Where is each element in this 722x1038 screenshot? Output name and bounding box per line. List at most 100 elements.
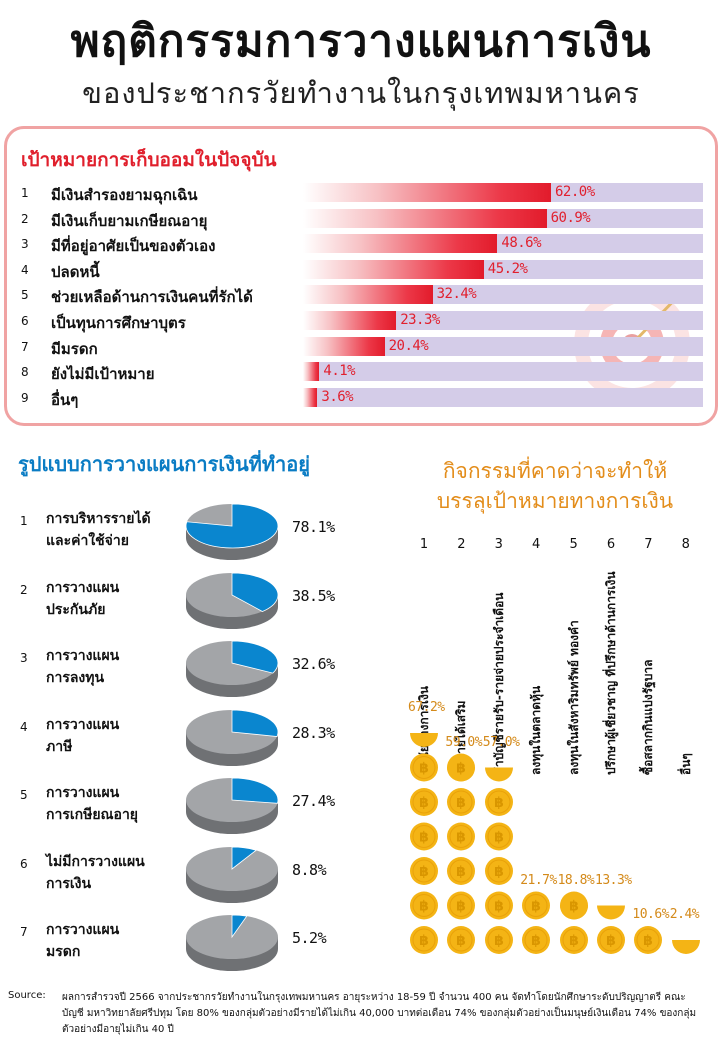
plan-value-label: 32.6%: [292, 655, 335, 673]
plan-number: 3: [20, 651, 28, 665]
activity-value-label: 21.7%: [520, 872, 557, 888]
activity-coin-stack: [671, 940, 700, 954]
activity-number: 8: [681, 537, 690, 552]
plan-value-label: 8.8%: [292, 860, 327, 879]
activity-number: 6: [606, 537, 616, 552]
coin-symbol: ฿: [419, 795, 429, 811]
plan-pie-chart: [186, 777, 279, 834]
goal-number: 5: [21, 288, 29, 303]
coin-icon: ฿: [410, 822, 438, 851]
coin-body: [559, 891, 588, 920]
coin-body: [447, 788, 476, 816]
plan-number: 4: [20, 719, 28, 734]
goal-bar-track: 60.9%: [303, 208, 703, 228]
activity-number: 7: [644, 537, 653, 552]
coin-symbol: ฿: [457, 795, 467, 811]
coin-rim: [449, 928, 473, 952]
goal-bar-track: 20.4%: [303, 336, 703, 356]
plan-label-line: การบริหารรายได้: [46, 511, 151, 527]
activity-value-label: 57.0%: [482, 734, 520, 750]
goal-bar-track: 3.6%: [303, 387, 703, 407]
goal-number: 2: [21, 211, 29, 226]
activity-value-label: 18.8%: [557, 872, 595, 888]
goal-value-label: 60.9%: [550, 209, 591, 226]
coin-rim: [487, 928, 511, 952]
goal-label: มีเงินสำรองยามฉุกเฉิน: [51, 186, 198, 204]
coin-icon: ฿: [447, 857, 476, 885]
coin-symbol: ฿: [494, 933, 504, 949]
coin-icon: ฿: [410, 753, 438, 782]
page-title: พฤติกรรมการวางแผนการเงิน: [70, 16, 652, 67]
activity-number: 1: [419, 537, 429, 552]
coin-rim: [636, 928, 660, 952]
plan-value-label: 27.4%: [292, 792, 335, 810]
activity-coin-stack: ฿฿฿฿฿: [484, 767, 513, 954]
goal-label: ช่วยเหลือด้านการเงินคนที่รักได้: [51, 288, 253, 307]
activities-title-line-2: บรรลุเป้าหมายทางการเงิน: [436, 489, 674, 513]
coin-body: [484, 926, 513, 954]
coin-rim: [524, 894, 548, 917]
coin-body: [410, 788, 438, 816]
coin-body: [484, 788, 513, 816]
plan-pie-chart: [186, 709, 279, 766]
plan-label-line: ประกันภัย: [46, 601, 106, 618]
goal-label: ปลดหนี้: [51, 262, 100, 281]
pie-slice-value: [185, 503, 279, 549]
coin-body: [447, 891, 476, 920]
coin-icon: ฿: [410, 926, 438, 954]
plan-number: 6: [20, 856, 28, 871]
coin-icon: ฿: [522, 926, 551, 954]
coin-icon: ฿: [447, 891, 476, 920]
goal-value-label: 62.0%: [555, 184, 595, 200]
goal-bar: [303, 362, 320, 382]
pie-slice-value: [231, 914, 248, 939]
plan-pie-chart: [186, 914, 278, 971]
plan-value-label: 38.5%: [292, 586, 335, 605]
pie-slice-value: [231, 709, 279, 737]
goal-bar: [303, 387, 318, 407]
goal-bar-track: 32.4%: [303, 285, 703, 305]
plan-label: ไม่มีการวางแผนการเงิน: [46, 851, 176, 895]
plan-label-line: การวางแผน: [46, 922, 120, 938]
coin-icon: ฿: [410, 788, 438, 816]
coin-body: [447, 753, 476, 782]
plan-label-line: ไม่มีการวางแผน: [46, 853, 145, 870]
plan-label-line: และค่าใช้จ่าย: [46, 533, 129, 549]
coin-icon: [484, 767, 513, 782]
coin-rim: [487, 790, 511, 814]
goal-number: 4: [21, 262, 29, 277]
coin-body: [447, 857, 476, 885]
coin-icon: ฿: [634, 926, 663, 954]
plan-label: การวางแผนมรดก: [46, 919, 176, 963]
coin-rim: [412, 790, 436, 814]
coin-partial: [597, 905, 625, 920]
activity-value-label: 13.3%: [595, 872, 632, 888]
coin-icon: ฿: [597, 926, 625, 954]
plan-label-line: การเงิน: [46, 875, 92, 892]
coin-icon: ฿: [484, 822, 513, 851]
goal-value-label: 45.2%: [487, 260, 528, 277]
goal-label: อื่นๆ: [51, 390, 79, 409]
activity-coin-stack: ฿฿฿฿฿฿: [410, 733, 438, 954]
coin-icon: ฿: [410, 857, 438, 885]
plan-label-line: มรดก: [46, 944, 81, 960]
coin-body: [522, 926, 551, 954]
plan-number: 2: [20, 582, 28, 597]
coin-symbol: ฿: [494, 899, 504, 915]
plan-label: การวางแผน ภาษี: [46, 714, 176, 758]
activity-value-label: 59.0%: [445, 734, 483, 750]
coin-rim: [412, 859, 436, 883]
goal-bar: [303, 259, 484, 279]
coin-body: [410, 926, 438, 954]
plan-label-line: การวางแผน: [46, 716, 120, 733]
coin-body: [634, 926, 663, 954]
coin-partial: [484, 767, 513, 782]
coin-symbol: ฿: [419, 864, 429, 880]
goal-number: 9: [21, 390, 29, 405]
goal-bar: [303, 336, 385, 356]
coin-symbol: ฿: [457, 933, 467, 949]
activity-value-label: 67.2%: [408, 700, 445, 715]
goal-label: มีเงินเก็บยามเกษียณอายุ: [51, 211, 208, 230]
goal-bar: [303, 183, 551, 202]
coin-symbol: ฿: [531, 899, 541, 915]
